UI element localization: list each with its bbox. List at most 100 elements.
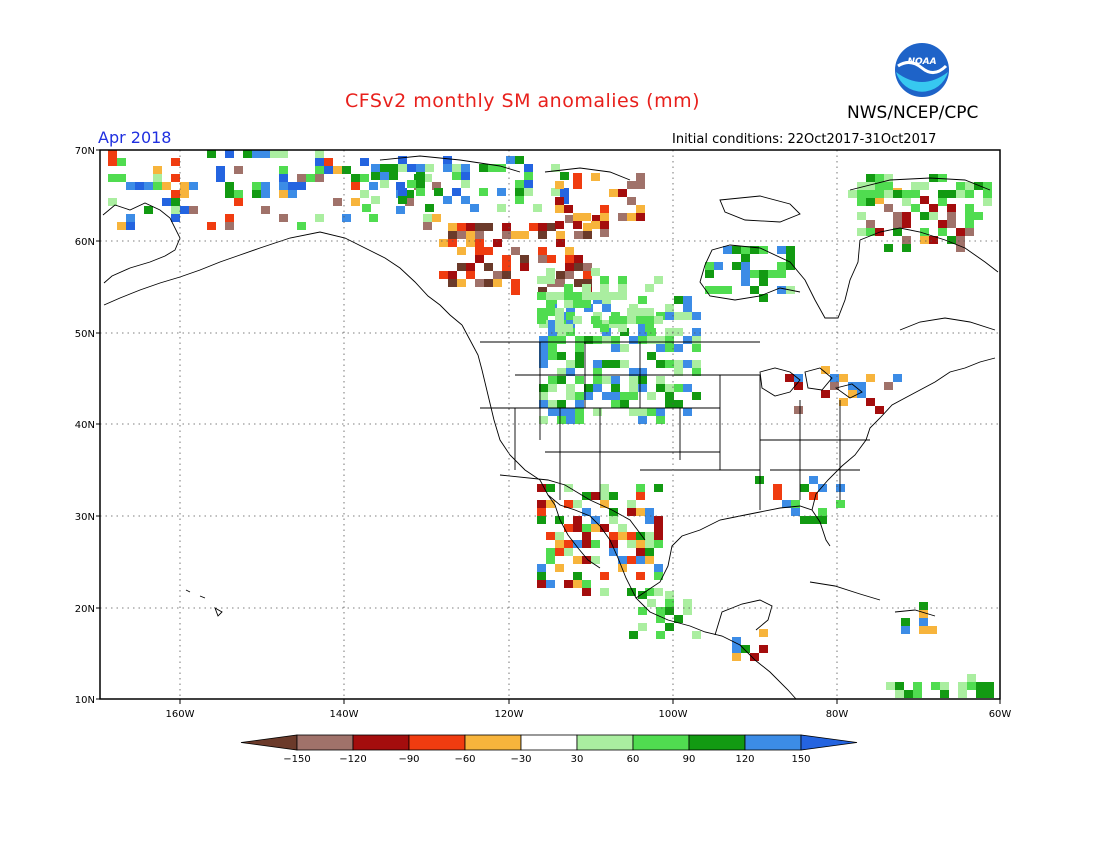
anomaly-cell <box>782 500 791 508</box>
anomaly-cell <box>225 222 234 230</box>
anomaly-cell <box>759 278 768 286</box>
anomaly-cell <box>627 197 636 205</box>
anomaly-cell <box>866 190 875 198</box>
anomaly-cell <box>546 556 555 564</box>
anomaly-cell <box>475 223 484 231</box>
anomaly-cell <box>866 198 875 206</box>
anomaly-cell <box>371 164 380 172</box>
anomaly-cell <box>524 164 533 172</box>
anomaly-cell <box>794 382 803 390</box>
noaa-logo: NOAA <box>895 43 949 97</box>
anomaly-cell <box>848 190 857 198</box>
anomaly-cell <box>511 231 520 239</box>
anomaly-cell <box>947 212 956 220</box>
anomaly-cell <box>636 316 645 324</box>
anomaly-cell <box>461 196 470 204</box>
anomaly-cell <box>369 214 378 222</box>
anomaly-cell <box>548 352 557 360</box>
anomaly-cell <box>627 500 636 508</box>
anomaly-cell <box>529 223 538 231</box>
anomaly-cell <box>497 164 506 172</box>
anomaly-cell <box>171 206 180 214</box>
anomaly-cell <box>983 198 992 206</box>
anomaly-cell <box>551 164 560 172</box>
anomaly-cell <box>893 220 902 228</box>
anomaly-cell <box>857 182 866 190</box>
anomaly-cell <box>171 214 180 222</box>
anomaly-cell <box>546 548 555 556</box>
anomaly-cell <box>629 368 638 376</box>
anomaly-cell <box>750 653 759 661</box>
anomaly-cell <box>723 246 732 254</box>
anomaly-cell <box>983 190 992 198</box>
anomaly-cell <box>618 213 627 221</box>
anomaly-cell <box>683 312 692 320</box>
anomaly-cell <box>609 189 618 197</box>
anomaly-cell <box>965 190 974 198</box>
anomaly-cell <box>466 231 475 239</box>
anomaly-cell <box>638 368 647 376</box>
anomaly-cell <box>538 255 547 263</box>
anomaly-cell <box>574 231 583 239</box>
anomaly-cell <box>153 182 162 190</box>
anomaly-cell <box>574 263 583 271</box>
colorbar-label: −60 <box>454 754 475 765</box>
anomaly-cell <box>636 532 645 540</box>
anomaly-cell <box>171 190 180 198</box>
anomaly-cell <box>645 540 654 548</box>
anomaly-cell <box>638 296 647 304</box>
anomaly-cell <box>362 204 371 212</box>
anomaly-cell <box>497 188 506 196</box>
anomaly-cell <box>405 198 414 206</box>
anomaly-cell <box>484 263 493 271</box>
anomaly-cell <box>575 416 584 424</box>
anomaly-cell <box>665 400 674 408</box>
anomaly-cell <box>857 198 866 206</box>
colorbar-swatch <box>352 734 410 751</box>
anomaly-cell <box>638 607 647 615</box>
anomaly-cell <box>117 158 126 166</box>
anomaly-cell <box>654 484 663 492</box>
anomaly-cell <box>809 516 818 524</box>
anomaly-cell <box>584 336 593 344</box>
lat-label: 10N <box>75 695 95 706</box>
anomaly-cell <box>620 392 629 400</box>
anomaly-cell <box>866 374 875 382</box>
anomaly-cell <box>638 328 647 336</box>
anomaly-cell <box>656 631 665 639</box>
anomaly-cell <box>555 564 564 572</box>
anomaly-cell <box>636 572 645 580</box>
anomaly-cell <box>555 516 564 524</box>
lon-label: 60W <box>989 709 1012 720</box>
anomaly-cell <box>723 286 732 294</box>
anomaly-cell <box>234 166 243 174</box>
anomaly-cell <box>629 336 638 344</box>
anomaly-cell <box>920 182 929 190</box>
anomaly-cell <box>548 336 557 344</box>
anomaly-cell <box>692 344 701 352</box>
anomaly-cell <box>893 228 902 236</box>
anomaly-cell <box>574 279 583 287</box>
anomaly-cell <box>484 247 493 255</box>
lat-label: 40N <box>75 420 95 431</box>
anomaly-cell <box>555 181 564 189</box>
anomaly-cell <box>583 263 592 271</box>
anomaly-cell <box>524 180 533 188</box>
anomaly-cell <box>538 247 547 255</box>
anomaly-cell <box>565 215 574 223</box>
anomaly-cell <box>573 316 582 324</box>
anomaly-cell <box>618 556 627 564</box>
anomaly-cell <box>484 223 493 231</box>
anomaly-cell <box>502 271 511 279</box>
anomaly-cell <box>627 508 636 516</box>
anomaly-cell <box>551 188 560 196</box>
anomaly-cell <box>432 182 441 190</box>
anomaly-cell <box>901 618 910 626</box>
anomaly-cell <box>466 263 475 271</box>
anomaly-cell <box>564 300 573 308</box>
anomaly-cell <box>656 408 665 416</box>
anomaly-cell <box>956 190 965 198</box>
anomaly-cell <box>546 532 555 540</box>
anomaly-cell <box>539 400 548 408</box>
anomaly-cell <box>647 392 656 400</box>
